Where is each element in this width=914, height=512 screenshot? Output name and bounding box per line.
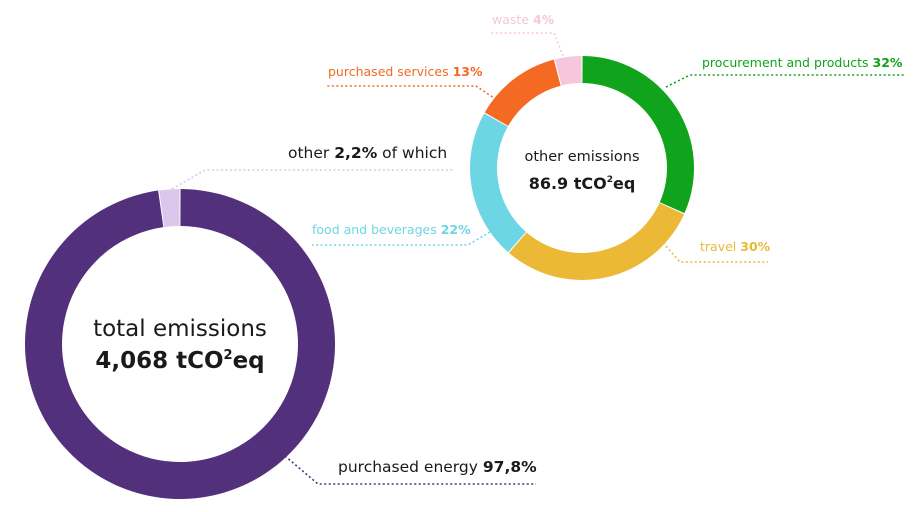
label-purchased-services: purchased services 13% xyxy=(328,64,483,79)
total-emissions-value: 4,068 tCO2eq xyxy=(95,348,264,374)
slice-procurement-and-products xyxy=(582,56,695,214)
other-emissions-title: other emissions xyxy=(524,149,639,165)
leader-line-services xyxy=(327,85,501,103)
label-waste: waste 4% xyxy=(492,12,555,27)
slice-travel xyxy=(508,203,685,280)
slice-purchased-services xyxy=(484,59,561,126)
slice-food-and-beverages xyxy=(470,113,526,253)
slice-other xyxy=(159,189,180,228)
leader-line-purchased-energy xyxy=(284,455,536,485)
other-emissions-value: 86.9 tCO2eq xyxy=(529,174,636,193)
slice-waste xyxy=(554,56,582,86)
total-emissions-donut xyxy=(25,189,336,500)
leader-line-procurement xyxy=(665,74,905,88)
slice-purchased-energy xyxy=(25,189,336,500)
label-purchased-energy: purchased energy 97,8% xyxy=(338,458,537,476)
label-travel: travel 30% xyxy=(700,239,771,254)
label-procurement: procurement and products 32% xyxy=(702,55,903,70)
leader-line-waste xyxy=(490,32,564,57)
label-food: food and beverages 22% xyxy=(312,222,471,237)
other-emissions-donut xyxy=(470,56,695,280)
leader-line-other xyxy=(171,169,455,190)
leader-lines xyxy=(171,32,905,485)
total-emissions-title: total emissions xyxy=(93,316,267,342)
label-other: other 2,2% of which xyxy=(288,144,447,162)
